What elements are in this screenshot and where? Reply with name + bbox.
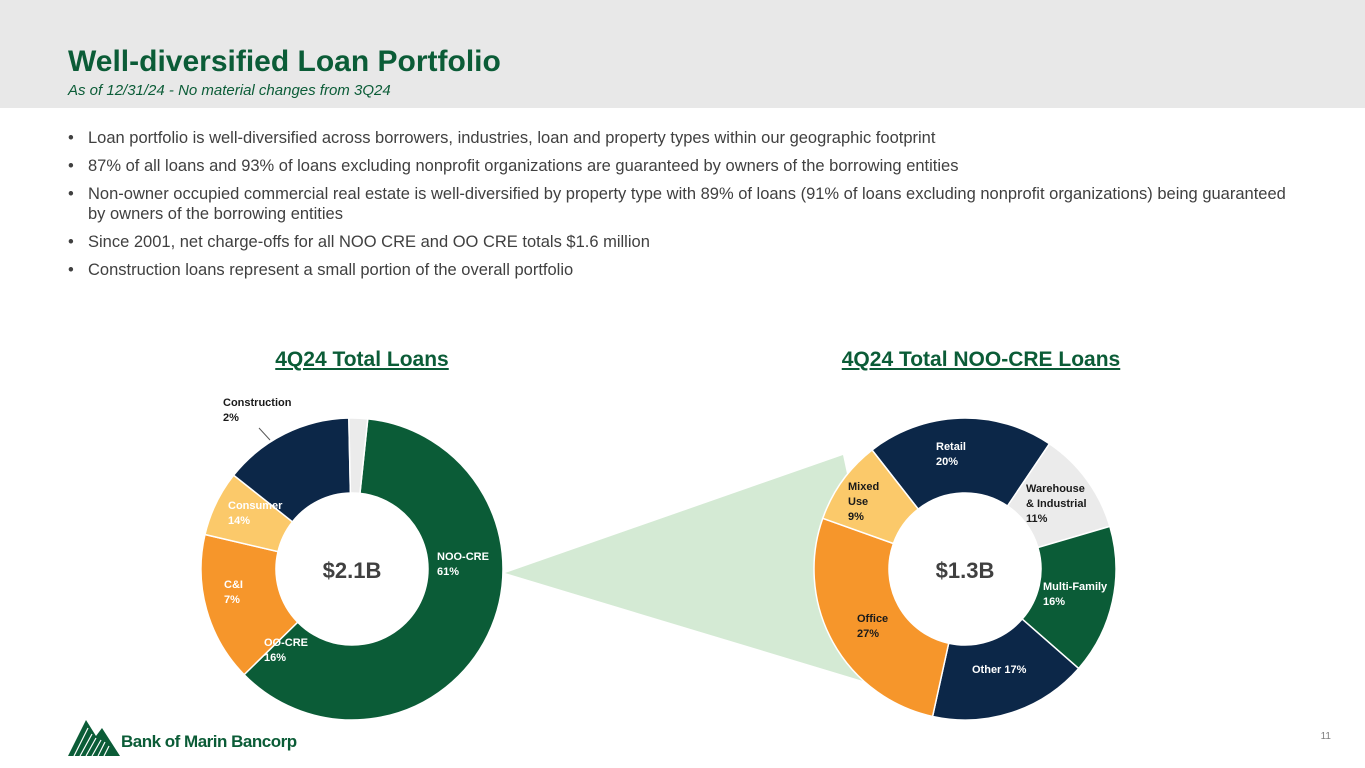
header-band: Well-diversified Loan Portfolio As of 12… [0, 0, 1365, 108]
slice-retail [870, 417, 1051, 511]
mountain-logo-icon [68, 720, 120, 757]
callout-highlight [505, 455, 893, 690]
page-title: Well-diversified Loan Portfolio [68, 45, 501, 78]
slice-noo-cre [243, 418, 504, 721]
page-number: 11 [1320, 731, 1331, 742]
bank-logo: Bank of Marin Bancorp [68, 718, 297, 758]
slice-construction [348, 417, 369, 495]
slice-office [813, 517, 950, 718]
slice-label-retail: Retail 20% [936, 441, 966, 468]
slice-label-mixed-use: Mixed Use 9% [848, 481, 879, 523]
bullet-item: Construction loans represent a small por… [68, 260, 1298, 280]
donut-center-label: $2.1B [323, 558, 382, 583]
slice-label-multi-family: Multi-Family 16% [1043, 581, 1108, 608]
chart-title-noo-cre-loans: 4Q24 Total NOO-CRE Loans [841, 348, 1121, 371]
bullet-item: Loan portfolio is well-diversified acros… [68, 128, 1298, 148]
slice-label-candi: C&I 7% [224, 579, 243, 606]
slice-label-office: Office 27% [857, 613, 888, 640]
slice-label-construction: Construction 2% [223, 397, 292, 424]
slice-mixed-use [821, 448, 920, 545]
bullet-item: 87% of all loans and 93% of loans exclud… [68, 156, 1298, 176]
slice-label-oo-cre: OO-CRE 16% [264, 637, 308, 664]
bullet-list: Loan portfolio is well-diversified acros… [68, 128, 1298, 288]
page-subtitle: As of 12/31/24 - No material changes fro… [68, 82, 391, 99]
slice-label-warehouse-and-industrial: Warehouse & Industrial 11% [1026, 483, 1087, 525]
logo-text: Bank of Marin Bancorp [121, 732, 297, 751]
donut-center-label: $1.3B [936, 558, 995, 583]
slice-label-noo-cre: NOO-CRE 61% [437, 551, 489, 578]
chart-title-total-loans: 4Q24 Total Loans [275, 348, 449, 371]
slice-label-consumer: Consumer 14% [228, 500, 283, 527]
bullet-item: Since 2001, net charge-offs for all NOO … [68, 232, 1298, 252]
construction-leader-line [258, 427, 271, 441]
slice-label-other: Other 17% [972, 664, 1027, 676]
bullet-item: Non-owner occupied commercial real estat… [68, 184, 1298, 224]
